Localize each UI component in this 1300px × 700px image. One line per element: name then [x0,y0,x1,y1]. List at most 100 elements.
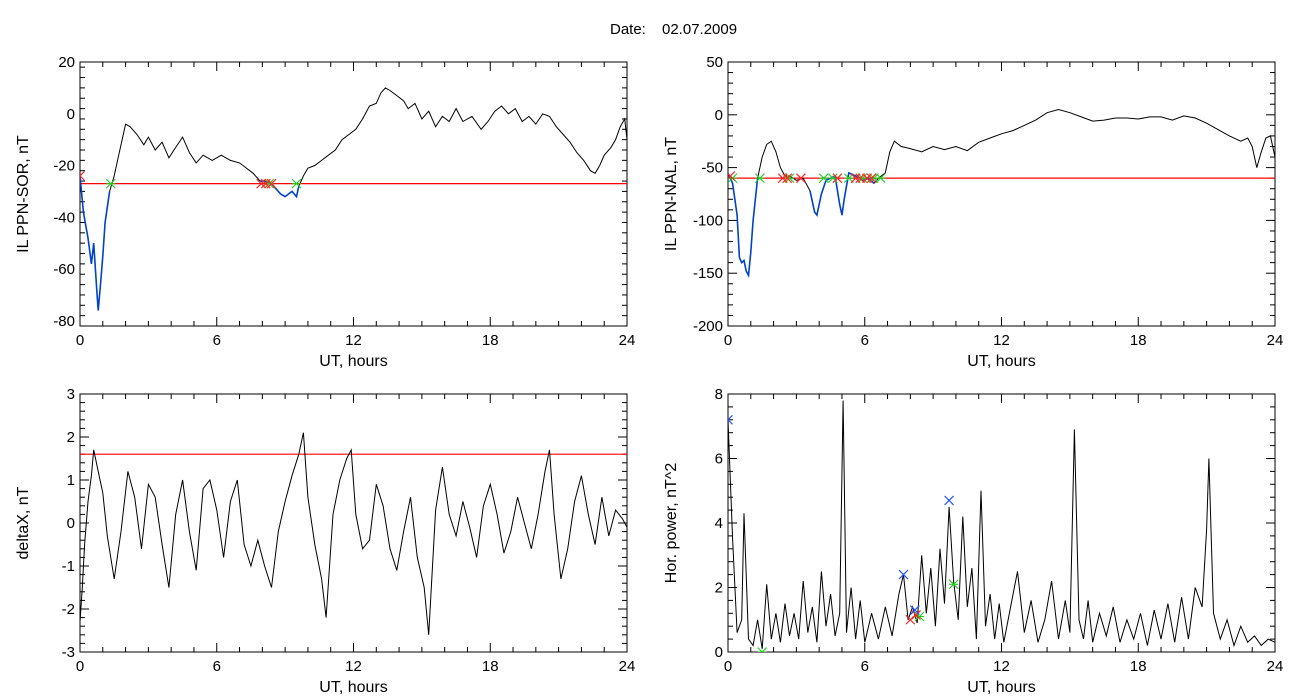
x-axis-title: UT, hours [319,353,387,370]
marker-red [905,614,916,625]
chart-panel-power: 0 6 12 18 24 8 6 4 2 0 UT, hours Hor. power, nT^2 [663,386,1283,696]
x-tick-label: 24 [619,658,636,675]
marker-green [827,173,838,184]
y-tick-label: 0 [715,107,723,124]
marker-stroke [796,173,806,184]
plot-area [80,432,627,635]
x-tick-label: 24 [619,332,636,349]
x-tick-label: 18 [1130,658,1147,675]
x-tick-label: 18 [482,658,499,675]
y-tick-label: 0 [67,515,75,532]
marker-stroke [266,178,277,189]
marker-stroke [728,418,733,425]
x-tick-label: 6 [213,332,221,349]
marker-green [948,579,959,590]
x-tick-label: 0 [76,332,84,349]
marker-stroke [911,609,921,620]
marker-stroke [862,173,872,184]
marker-stroke [761,647,768,652]
y-tick-label: -100 [693,212,723,229]
marker-red [850,173,861,184]
series-line [80,87,627,311]
plot-frame [727,393,1276,653]
plot-area [728,400,1275,652]
chart-panel-nal: 0 6 12 18 24 50 0 -50 -100 -150 -200 UT, hours IL PP… [663,54,1283,370]
marker-blue [898,569,909,580]
marker-red [862,173,872,184]
series-line [728,108,1275,277]
plot-area [80,87,627,311]
marker-green [818,173,829,184]
x-tick-label: 24 [1267,658,1284,675]
series-line [728,400,1275,649]
marker-stroke [944,495,955,506]
marker-stroke [832,173,843,184]
marker-stroke [256,178,267,189]
y-tick-label: -20 [53,158,75,175]
y-tick-label: 2 [67,429,75,446]
highlight-segment [80,175,111,311]
marker-red [777,173,788,184]
marker-green [291,178,302,189]
y-tick-label: -2 [62,601,75,618]
y-tick-label: -80 [53,313,75,330]
x-tick-label: 6 [213,658,221,675]
x-tick-label: 12 [993,658,1010,675]
y-tick-label: 50 [706,54,723,71]
marker-blue [728,414,733,425]
marker-green [755,173,765,184]
x-tick-label: 6 [861,332,869,349]
x-tick-label: 6 [861,658,869,675]
y-tick-label: -60 [53,261,75,278]
marker-stroke [905,614,916,625]
x-tick-label: 18 [1130,332,1147,349]
y-tick-label: 8 [715,386,723,403]
marker-stroke [898,569,909,580]
x-tick-label: 0 [724,332,732,349]
series-line [80,432,627,635]
y-tick-label: -1 [62,558,75,575]
plot-area [728,108,1275,278]
marker-stroke [782,173,793,184]
y-tick-label: 1 [67,472,75,489]
y-axis-title: IL PPN-SOR, nT [15,135,32,253]
y-tick-label: -50 [701,160,723,177]
marker-stroke [866,173,877,184]
y-tick-label: -40 [53,209,75,226]
y-tick-label: 20 [58,54,75,71]
marker-red [728,171,736,181]
marker-stroke [728,414,733,421]
marker-green [105,178,116,189]
marker-red [832,173,843,184]
y-tick-label: 3 [67,386,75,403]
y-tick-label: 2 [715,580,723,597]
plot-frame [79,61,628,327]
x-axis-title: UT, hours [967,679,1035,696]
plot-frame [79,393,628,653]
x-tick-label: 18 [482,332,499,349]
highlight-segment [728,172,759,278]
chart-panel-deltax: 0 6 12 18 24 3 2 1 0 -1 -2 -3 UT, hours deltaX, nT [15,386,635,696]
marker-stroke [757,647,763,652]
y-axis-title: Hor. power, nT^2 [663,463,680,584]
y-tick-label: -150 [693,265,723,282]
y-tick-label: -200 [693,318,723,335]
marker-red [866,173,877,184]
x-tick-label: 0 [724,658,732,675]
x-tick-label: 12 [345,658,362,675]
x-tick-label: 12 [993,332,1010,349]
marker-red [80,170,85,181]
y-tick-label: 0 [67,106,75,123]
x-tick-label: 24 [1267,332,1284,349]
marker-red [256,178,267,189]
marker-stroke [80,170,85,177]
marker-stroke [850,173,861,184]
chart-panel-sor: 0 6 12 18 24 20 0 -20 -40 -60 -80 UT, hours IL PPN-S… [15,54,635,370]
y-tick-label: -3 [62,644,75,661]
marker-blue [909,605,920,615]
marker-stroke [728,171,736,180]
marker-red [782,173,793,184]
y-tick-label: 0 [715,644,723,661]
